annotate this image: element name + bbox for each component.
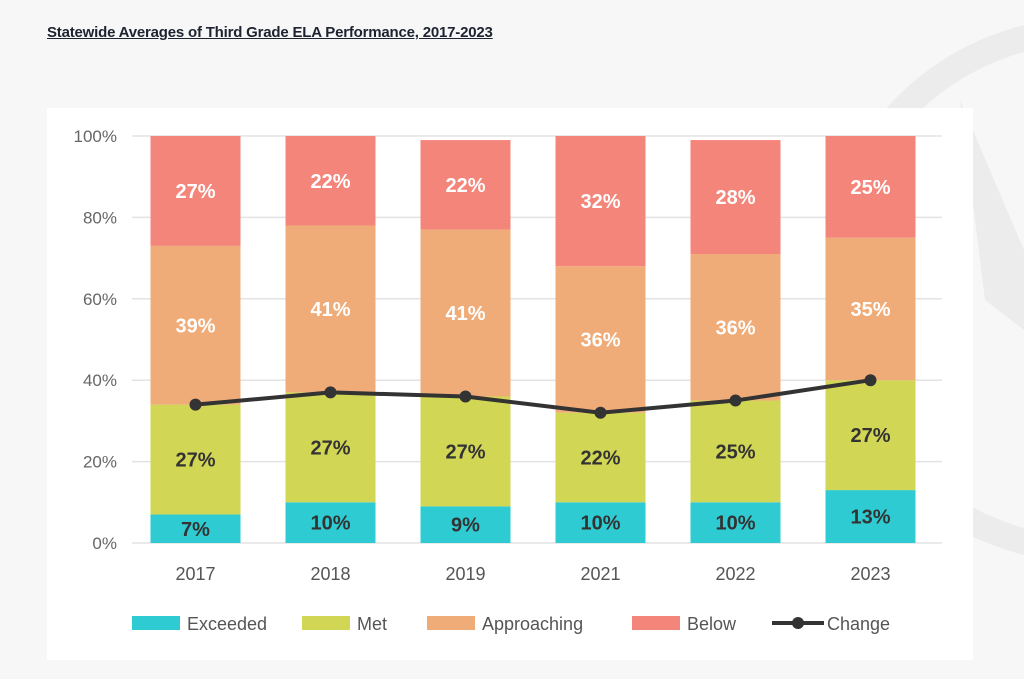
y-tick-label: 0% [92, 534, 117, 553]
data-label: 32% [580, 191, 620, 213]
page-title: Statewide Averages of Third Grade ELA Pe… [47, 24, 493, 41]
legend-label: Approaching [482, 614, 583, 634]
data-label: 27% [175, 450, 215, 472]
change-point [189, 398, 202, 411]
bar-met [825, 380, 916, 491]
data-label: 39% [175, 315, 215, 337]
legend-swatch-approaching [427, 616, 475, 630]
data-label: 25% [850, 177, 890, 199]
data-label: 9% [451, 515, 480, 537]
x-tick-label: 2023 [850, 564, 890, 584]
change-point [864, 374, 877, 387]
y-tick-label: 60% [83, 290, 117, 309]
data-label: 22% [310, 171, 350, 193]
chart-panel: 0% 20% 40% 60% 80% 100% 7% 27% 39% 27% 2017 10% 27% 4… [47, 108, 973, 660]
bar-below [150, 136, 241, 246]
data-label: 10% [310, 513, 350, 535]
data-label: 36% [715, 317, 755, 339]
data-label: 7% [181, 519, 210, 541]
y-tick-label: 20% [83, 453, 117, 472]
bar-met [690, 400, 781, 503]
x-tick-label: 2019 [445, 564, 485, 584]
data-label: 27% [175, 181, 215, 203]
bar-met [150, 404, 241, 515]
legend-label: Change [827, 614, 890, 634]
bar-approaching [825, 237, 916, 381]
bar-below [555, 136, 646, 267]
bar-exceeded [420, 506, 511, 543]
y-tick-label: 40% [83, 371, 117, 390]
data-label: 28% [715, 187, 755, 209]
bar-exceeded [555, 502, 646, 543]
legend-label: Below [687, 614, 737, 634]
bar-exceeded [825, 490, 916, 543]
data-label: 36% [580, 330, 620, 352]
change-point [594, 406, 607, 419]
data-label: 35% [850, 299, 890, 321]
data-label: 27% [445, 441, 485, 463]
data-label: 41% [445, 303, 485, 325]
x-tick-label: 2018 [310, 564, 350, 584]
legend-marker-change [792, 617, 804, 629]
legend-label: Met [357, 614, 387, 634]
bar-exceeded [690, 502, 781, 543]
data-label: 10% [715, 513, 755, 535]
bar-below [825, 136, 916, 238]
change-point [729, 394, 742, 407]
data-label: 10% [580, 513, 620, 535]
data-label: 41% [310, 299, 350, 321]
stacked-bar-chart: 0% 20% 40% 60% 80% 100% 7% 27% 39% 27% 2017 10% 27% 4… [74, 127, 942, 634]
bar-below [285, 136, 376, 226]
data-label: 22% [580, 448, 620, 470]
bar-below [690, 140, 781, 255]
change-point [459, 390, 472, 403]
data-label: 22% [445, 175, 485, 197]
change-point [324, 386, 337, 399]
x-tick-label: 2022 [715, 564, 755, 584]
bar-exceeded [285, 502, 376, 543]
y-tick-label: 100% [74, 127, 117, 146]
bar-met [555, 412, 646, 503]
bar-below [420, 140, 511, 230]
legend-swatch-exceeded [132, 616, 180, 630]
bar-approaching [420, 229, 511, 397]
bar-approaching [555, 266, 646, 413]
data-label: 27% [850, 425, 890, 447]
change-line [195, 378, 871, 415]
bar-approaching [150, 245, 241, 405]
bar-met [285, 392, 376, 503]
x-tick-label: 2017 [175, 564, 215, 584]
bar-approaching [690, 254, 781, 401]
x-tick-label: 2021 [580, 564, 620, 584]
legend-swatch-below [632, 616, 680, 630]
bar-exceeded [150, 514, 241, 543]
y-tick-label: 80% [83, 208, 117, 227]
data-label: 25% [715, 441, 755, 463]
legend-swatch-met [302, 616, 350, 630]
data-label: 27% [310, 437, 350, 459]
bar-approaching [285, 225, 376, 393]
data-label: 13% [850, 507, 890, 529]
legend-label: Exceeded [187, 614, 267, 634]
bar-met [420, 396, 511, 507]
